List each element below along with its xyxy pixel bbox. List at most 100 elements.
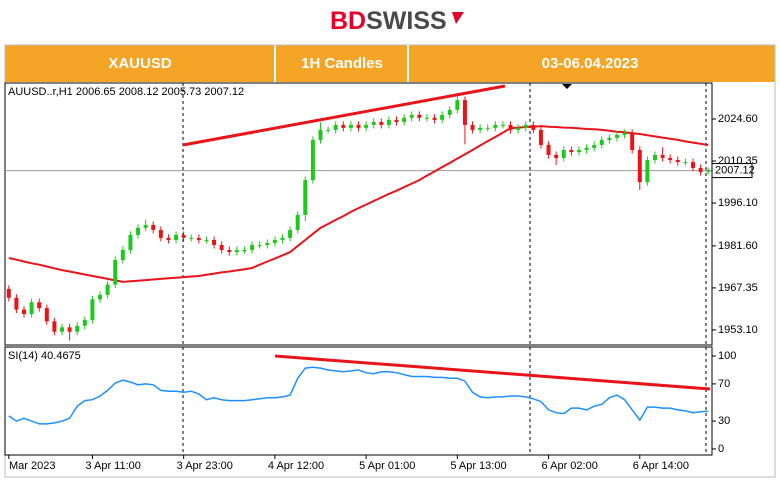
candle-body: [599, 139, 604, 145]
candle-body: [576, 149, 581, 153]
candle-body: [690, 162, 695, 168]
plot: 2024.602010.351996.101981.601967.351953.…: [5, 94, 758, 472]
candle-body: [356, 124, 361, 128]
candle-body: [60, 327, 65, 332]
header-bar: [5, 45, 775, 82]
logo-bd: BD: [330, 7, 366, 35]
candle-body: [333, 124, 338, 130]
candle-body: [523, 124, 528, 128]
last-open: 2006.65: [76, 86, 116, 98]
y-tick-label: 1981.60: [718, 240, 758, 252]
candle-body: [113, 260, 118, 285]
rsi-trendline: [274, 354, 711, 391]
candle-body: [698, 167, 703, 172]
candle-body: [212, 239, 217, 245]
candle-body: [409, 114, 414, 118]
x-tick-label: 6 Apr 02:00: [542, 460, 598, 472]
x-tick-label: 5 Apr 01:00: [359, 460, 415, 472]
candle-body: [379, 121, 384, 125]
candle-body: [37, 302, 42, 309]
candle-body: [158, 229, 163, 238]
rsi-last: 40.4675: [41, 350, 81, 362]
candle-body: [485, 127, 490, 129]
candle-body: [136, 227, 141, 235]
candle-body: [90, 299, 95, 320]
candle-body: [75, 325, 80, 332]
candle-body: [265, 242, 270, 245]
candle-body: [554, 154, 559, 158]
candle-body: [166, 237, 171, 240]
y-tick-label: 30: [718, 415, 730, 427]
candle-body: [143, 224, 148, 228]
candle-body: [288, 229, 293, 238]
logo-arrow: [452, 12, 464, 24]
candle-body: [295, 214, 300, 230]
header-symbol: XAUUSD: [108, 55, 172, 72]
candle-body: [432, 117, 437, 120]
x-tick-label: 4 Apr 12:00: [268, 460, 324, 472]
rsi-info: SI(14) 40.4675: [8, 350, 81, 362]
candle-body: [128, 234, 133, 250]
last-price-label: 2007.12: [715, 164, 755, 176]
rsi-name: SI(14): [8, 350, 38, 362]
candle-body: [493, 124, 498, 128]
candle-body: [341, 124, 346, 128]
candle-body: [500, 124, 505, 126]
candle-body: [257, 244, 262, 246]
candle-body: [630, 132, 635, 150]
y-tick-label: 1996.10: [718, 197, 758, 209]
candle-body: [652, 154, 657, 161]
candle-body: [614, 134, 619, 138]
candle-body: [607, 137, 612, 140]
y-tick-label: 0: [718, 443, 724, 455]
candle-body: [105, 284, 110, 295]
candle-body: [660, 154, 665, 158]
x-tick-label: 5 Apr 13:00: [450, 460, 506, 472]
candle-body: [531, 124, 536, 130]
rsi-line: [8, 366, 709, 425]
candle-body: [82, 319, 87, 326]
candle-body: [234, 249, 239, 253]
candle-body: [683, 162, 688, 164]
candle-body: [120, 249, 125, 261]
candle-body: [6, 288, 11, 298]
candle-body: [546, 144, 551, 155]
candle-body: [394, 119, 399, 122]
candle-body: [272, 239, 277, 243]
candle-body: [196, 237, 201, 240]
x-tick-label: Mar 2023: [9, 460, 55, 472]
candle-body: [508, 124, 513, 130]
candle-body: [455, 100, 460, 110]
candle-body: [637, 149, 642, 183]
candle-body: [592, 144, 597, 148]
last-close: 2007.12: [204, 86, 244, 98]
header-timeframe: 1H Candles: [301, 55, 383, 72]
header-dates: 03-06.04.2023: [542, 55, 639, 72]
candle-body: [386, 119, 391, 125]
candle-body: [371, 121, 376, 125]
candle-body: [29, 302, 34, 315]
y-tick-label: 1953.10: [718, 324, 758, 336]
candle-body: [561, 149, 566, 158]
logo: BDSWISS: [330, 7, 447, 35]
candle-body: [516, 127, 521, 130]
candle-body: [424, 117, 429, 119]
logo-swiss: SWISS: [366, 7, 447, 35]
candle-body: [67, 327, 72, 332]
y-tick-label: 1967.35: [718, 282, 758, 294]
candle-body: [181, 234, 186, 238]
candle-body: [348, 124, 353, 128]
rsi-panel: [4, 346, 713, 456]
candle-body: [584, 147, 589, 150]
candle-body: [645, 160, 650, 183]
candle-body: [151, 224, 156, 230]
candle-body: [462, 100, 467, 125]
x-tick-label: 3 Apr 11:00: [85, 460, 140, 472]
price-panel: [4, 82, 713, 346]
candle-body: [668, 157, 673, 161]
trendline: [182, 84, 506, 147]
candle-body: [14, 297, 19, 310]
candle-body: [706, 170, 711, 172]
candle-body: [417, 114, 422, 118]
